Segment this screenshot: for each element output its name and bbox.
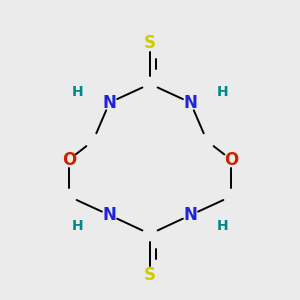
Text: S: S (144, 34, 156, 52)
Text: O: O (62, 151, 76, 169)
Text: H: H (72, 85, 83, 99)
Text: N: N (103, 94, 116, 112)
Text: H: H (72, 219, 83, 232)
Text: H: H (217, 219, 228, 232)
Text: O: O (224, 151, 238, 169)
Text: N: N (103, 206, 116, 224)
Text: N: N (184, 94, 197, 112)
Text: N: N (184, 206, 197, 224)
Text: H: H (217, 85, 228, 99)
Text: S: S (144, 266, 156, 284)
